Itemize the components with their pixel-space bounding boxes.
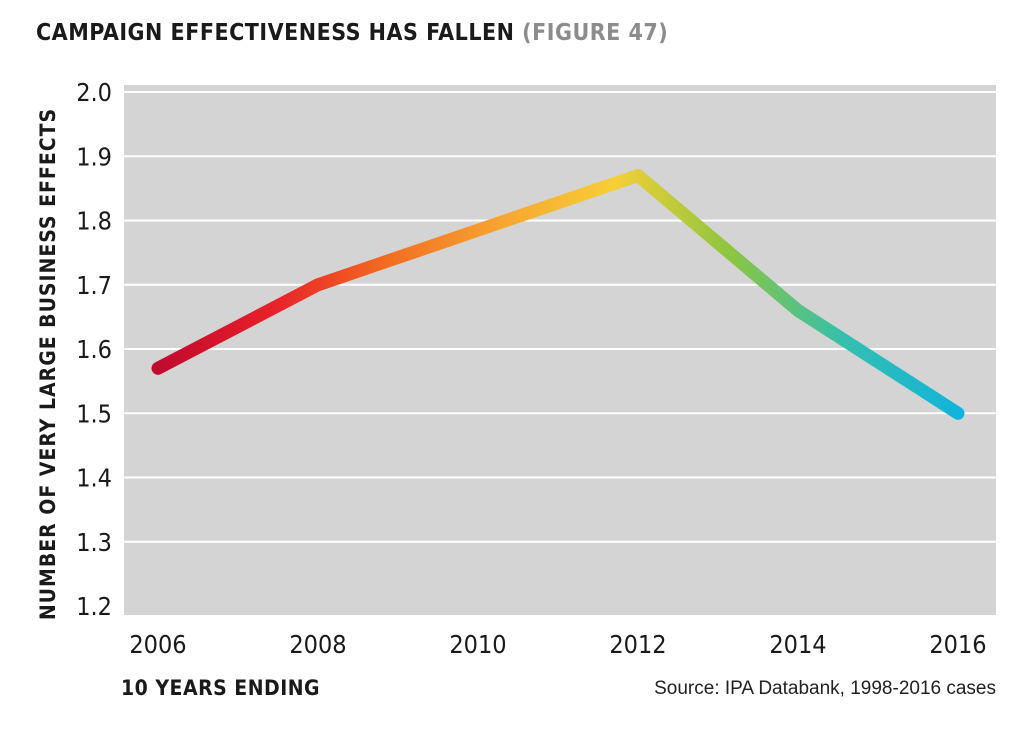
x-tick-label: 2012: [609, 630, 666, 659]
y-tick-label: 1.9: [76, 142, 112, 171]
y-tick-label: 1.2: [76, 592, 112, 621]
y-tick-label: 2.0: [76, 78, 112, 107]
x-tick-label: 2016: [929, 630, 986, 659]
x-tick-label: 2006: [129, 630, 186, 659]
series-line: [151, 169, 965, 420]
y-tick-label: 1.6: [76, 335, 112, 364]
x-tick-label: 2010: [449, 630, 506, 659]
y-tick-label: 1.8: [76, 207, 112, 236]
x-tick-label: 2014: [769, 630, 826, 659]
series-line-group: [151, 169, 965, 420]
chart-title-text: CAMPAIGN EFFECTIVENESS HAS FALLEN: [36, 20, 515, 46]
y-axis-label: NUMBER OF VERY LARGE BUSINESS EFFECTS: [36, 107, 60, 621]
x-tick-label: 2008: [289, 630, 346, 659]
source-note: Source: IPA Databank, 1998-2016 cases: [654, 678, 996, 699]
x-axis-label: 10 YEARS ENDING: [121, 676, 321, 700]
x-axis-ticks: 2006 2008 2010 2012 2014 2016: [129, 630, 986, 659]
y-tick-label: 1.7: [76, 271, 112, 300]
figure-number: (FIGURE 47): [522, 20, 669, 46]
chart-title: CAMPAIGN EFFECTIVENESS HAS FALLEN (FIGUR…: [36, 20, 668, 46]
y-tick-label: 1.3: [76, 528, 112, 557]
y-tick-label: 1.4: [76, 464, 112, 493]
y-tick-label: 1.5: [76, 399, 112, 428]
y-axis-ticks: 2.0 1.9 1.8 1.7 1.6 1.5 1.4 1.3 1.2: [76, 78, 112, 621]
